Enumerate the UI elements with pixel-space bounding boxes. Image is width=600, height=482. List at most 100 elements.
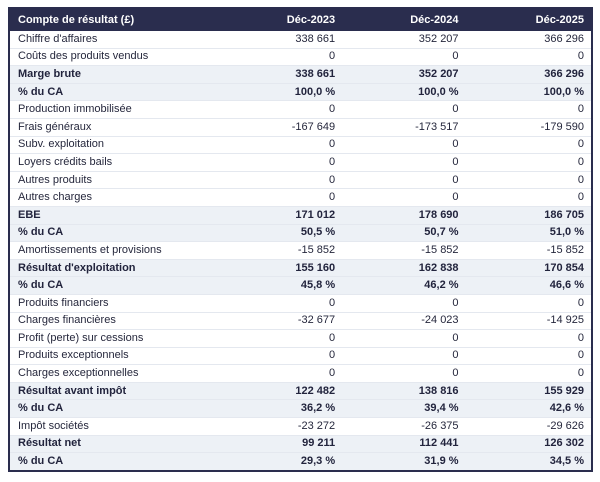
table-row: % du CA 45,8 % 46,2 % 46,6 % bbox=[9, 276, 592, 295]
row-value-dec-2025: 0 bbox=[465, 329, 592, 348]
row-value-dec-2024: 50,7 % bbox=[342, 224, 466, 243]
row-value-dec-2025: 0 bbox=[465, 153, 592, 172]
row-value-dec-2024: -24 023 bbox=[342, 312, 466, 331]
row-label: % du CA bbox=[9, 83, 220, 102]
row-value-dec-2023: 0 bbox=[219, 364, 343, 383]
row-value-dec-2025: 0 bbox=[465, 364, 592, 383]
row-label: Charges exceptionnelles bbox=[9, 364, 220, 383]
row-label: % du CA bbox=[9, 452, 220, 471]
row-value-dec-2025: 366 296 bbox=[465, 65, 592, 84]
row-value-dec-2025: 0 bbox=[465, 100, 592, 119]
row-value-dec-2024: 0 bbox=[342, 136, 466, 155]
row-value-dec-2025: 46,6 % bbox=[465, 276, 592, 295]
row-value-dec-2025: -15 852 bbox=[465, 241, 592, 260]
row-value-dec-2025: 0 bbox=[465, 188, 592, 207]
table-row: Marge brute 338 661 352 207 366 296 bbox=[9, 65, 592, 84]
row-label: Résultat d'exploitation bbox=[9, 259, 220, 278]
table-row: Produits exceptionnels 0 0 0 bbox=[9, 347, 592, 366]
row-value-dec-2025: -14 925 bbox=[465, 312, 592, 331]
row-value-dec-2024: 0 bbox=[342, 171, 466, 190]
row-label: Frais généraux bbox=[9, 118, 220, 137]
row-value-dec-2025: 34,5 % bbox=[465, 452, 592, 471]
row-label: Subv. exploitation bbox=[9, 136, 220, 155]
row-value-dec-2024: 352 207 bbox=[342, 31, 466, 49]
table-row: Résultat d'exploitation 155 160 162 838 … bbox=[9, 259, 592, 278]
row-label: Autres produits bbox=[9, 171, 220, 190]
table-row: Loyers crédits bails 0 0 0 bbox=[9, 153, 592, 172]
column-header-dec-2023: Déc-2023 bbox=[219, 8, 343, 31]
row-value-dec-2025: 0 bbox=[465, 347, 592, 366]
row-value-dec-2024: -15 852 bbox=[342, 241, 466, 260]
row-value-dec-2023: 338 661 bbox=[219, 65, 343, 84]
row-value-dec-2025: -179 590 bbox=[465, 118, 592, 137]
row-label: Chiffre d'affaires bbox=[9, 31, 220, 49]
row-value-dec-2024: 100,0 % bbox=[342, 83, 466, 102]
table-row: Charges financières -32 677 -24 023 -14 … bbox=[9, 312, 592, 331]
row-label: % du CA bbox=[9, 276, 220, 295]
row-value-dec-2024: -26 375 bbox=[342, 417, 466, 436]
row-value-dec-2023: 99 211 bbox=[219, 435, 343, 454]
row-value-dec-2023: 45,8 % bbox=[219, 276, 343, 295]
row-label: % du CA bbox=[9, 224, 220, 243]
row-value-dec-2023: 0 bbox=[219, 188, 343, 207]
row-value-dec-2023: 0 bbox=[219, 347, 343, 366]
row-label: Charges financières bbox=[9, 312, 220, 331]
column-header-dec-2024: Déc-2024 bbox=[342, 8, 466, 31]
income-statement-table: Compte de résultat (£) Déc-2023 Déc-2024… bbox=[8, 7, 593, 472]
table-row: Résultat avant impôt 122 482 138 816 155… bbox=[9, 382, 592, 401]
row-label: Profit (perte) sur cessions bbox=[9, 329, 220, 348]
row-value-dec-2024: 0 bbox=[342, 364, 466, 383]
table-row: EBE 171 012 178 690 186 705 bbox=[9, 206, 592, 225]
row-value-dec-2023: 122 482 bbox=[219, 382, 343, 401]
row-label: EBE bbox=[9, 206, 220, 225]
row-value-dec-2025: -29 626 bbox=[465, 417, 592, 436]
column-header-dec-2025: Déc-2025 bbox=[465, 8, 592, 31]
row-label: Amortissements et provisions bbox=[9, 241, 220, 260]
row-value-dec-2025: 0 bbox=[465, 294, 592, 313]
row-value-dec-2025: 170 854 bbox=[465, 259, 592, 278]
row-label: % du CA bbox=[9, 399, 220, 419]
table-row: Frais généraux -167 649 -173 517 -179 59… bbox=[9, 118, 592, 137]
table-row: % du CA 29,3 % 31,9 % 34,5 % bbox=[9, 452, 592, 471]
row-value-dec-2023: 0 bbox=[219, 153, 343, 172]
row-value-dec-2023: 0 bbox=[219, 329, 343, 348]
table-row: % du CA 50,5 % 50,7 % 51,0 % bbox=[9, 224, 592, 243]
row-value-dec-2024: 178 690 bbox=[342, 206, 466, 225]
table-row: Coûts des produits vendus 0 0 0 bbox=[9, 48, 592, 67]
row-label: Loyers crédits bails bbox=[9, 153, 220, 172]
row-value-dec-2024: 138 816 bbox=[342, 382, 466, 401]
table-header-row: Compte de résultat (£) Déc-2023 Déc-2024… bbox=[9, 8, 592, 31]
row-value-dec-2024: 0 bbox=[342, 188, 466, 207]
row-value-dec-2025: 42,6 % bbox=[465, 399, 592, 419]
row-value-dec-2025: 100,0 % bbox=[465, 83, 592, 102]
row-value-dec-2024: 46,2 % bbox=[342, 276, 466, 295]
row-value-dec-2025: 155 929 bbox=[465, 382, 592, 401]
row-value-dec-2024: 0 bbox=[342, 48, 466, 67]
row-value-dec-2024: 352 207 bbox=[342, 65, 466, 84]
row-value-dec-2023: 100,0 % bbox=[219, 83, 343, 102]
row-value-dec-2023: 0 bbox=[219, 294, 343, 313]
table-row: Chiffre d'affaires 338 661 352 207 366 2… bbox=[9, 31, 592, 49]
row-value-dec-2023: 0 bbox=[219, 136, 343, 155]
table-row: % du CA 100,0 % 100,0 % 100,0 % bbox=[9, 83, 592, 102]
table-row: Autres produits 0 0 0 bbox=[9, 171, 592, 190]
table-title: Compte de résultat (£) bbox=[9, 8, 220, 31]
row-label: Produits financiers bbox=[9, 294, 220, 313]
table-row: % du CA 36,2 % 39,4 % 42,6 % bbox=[9, 399, 592, 419]
table-row: Production immobilisée 0 0 0 bbox=[9, 100, 592, 119]
table-row: Résultat net 99 211 112 441 126 302 bbox=[9, 435, 592, 454]
row-value-dec-2023: -15 852 bbox=[219, 241, 343, 260]
row-value-dec-2024: 0 bbox=[342, 329, 466, 348]
table-row: Impôt sociétés -23 272 -26 375 -29 626 bbox=[9, 417, 592, 436]
row-value-dec-2024: 0 bbox=[342, 153, 466, 172]
table-row: Produits financiers 0 0 0 bbox=[9, 294, 592, 313]
row-value-dec-2023: -167 649 bbox=[219, 118, 343, 137]
row-label: Produits exceptionnels bbox=[9, 347, 220, 366]
table-row: Charges exceptionnelles 0 0 0 bbox=[9, 364, 592, 383]
row-value-dec-2023: 36,2 % bbox=[219, 399, 343, 419]
row-value-dec-2024: 162 838 bbox=[342, 259, 466, 278]
row-value-dec-2025: 0 bbox=[465, 48, 592, 67]
row-value-dec-2024: 0 bbox=[342, 294, 466, 313]
row-value-dec-2025: 186 705 bbox=[465, 206, 592, 225]
